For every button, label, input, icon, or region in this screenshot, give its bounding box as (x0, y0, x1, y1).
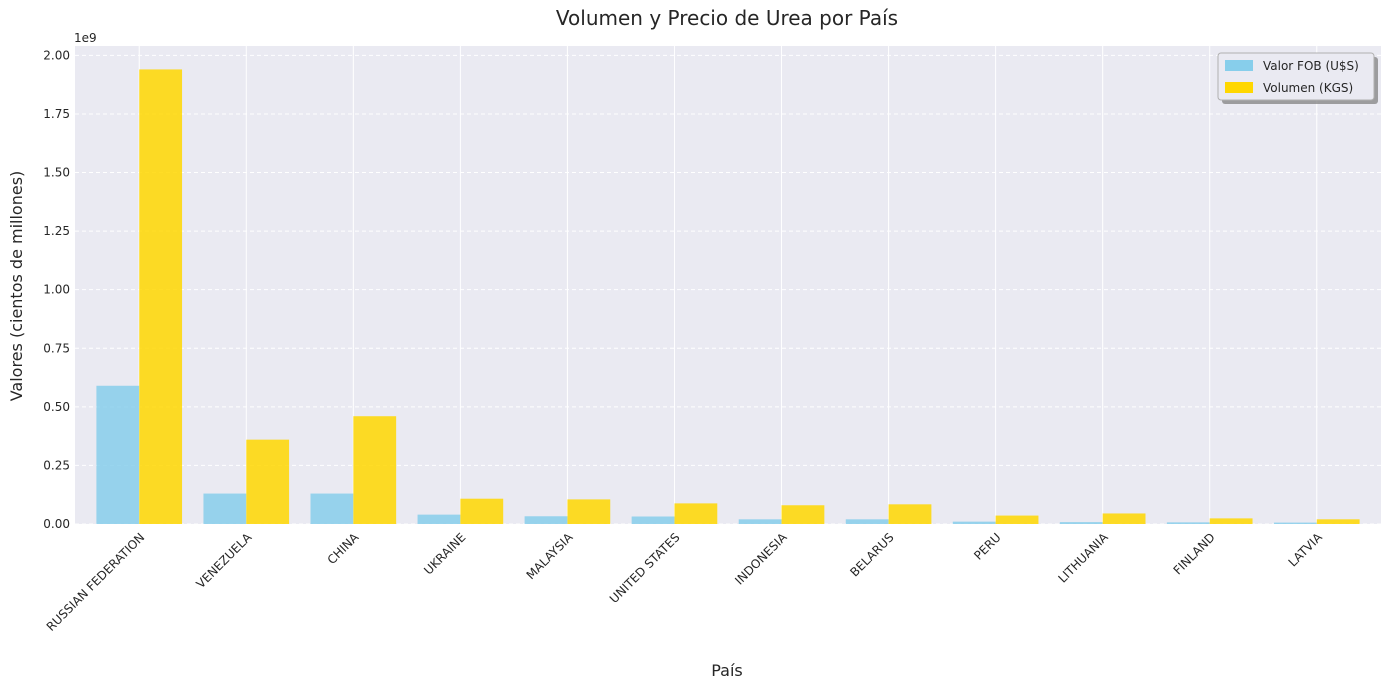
bar-fob-belarus (845, 519, 889, 524)
legend: Valor FOB (U$S) Volumen (KGS) (1217, 52, 1378, 104)
bar-fob-peru (952, 521, 996, 524)
bar-volumen-china (353, 416, 397, 524)
x-tick-label: LITHUANIA (1055, 530, 1111, 586)
bar-volumen-malaysia (567, 499, 611, 524)
x-tick-label: RUSSIAN FEDERATION (44, 530, 148, 634)
x-tick-label: FINLAND (1171, 530, 1218, 577)
bar-volumen-belarus (888, 504, 932, 524)
bar-volumen-united-states (674, 503, 718, 524)
chart-title: Volumen y Precio de Urea por País (556, 6, 898, 30)
bar-fob-indonesia (738, 519, 782, 524)
y-tick-label: 1.25 (43, 224, 70, 238)
y-tick-label: 0.75 (43, 341, 70, 355)
bar-volumen-venezuela (246, 439, 290, 524)
bar-volumen-peru (995, 515, 1039, 524)
bar-fob-malaysia (524, 516, 568, 524)
x-tick-label: CHINA (325, 530, 362, 567)
y-tick-label: 0.50 (43, 400, 70, 414)
y-axis-label: Valores (cientos de millones) (7, 171, 26, 402)
x-tick-label: LATVIA (1286, 530, 1326, 570)
x-tick-label: INDONESIA (732, 530, 790, 588)
legend-swatch-fob (1225, 60, 1253, 71)
bar-volumen-ukraine (460, 498, 504, 524)
y-tick-label: 1.00 (43, 283, 70, 297)
bar-fob-russian-federation (96, 385, 140, 524)
legend-swatch-volumen (1225, 82, 1253, 93)
y-axis-ticks: 0.00 0.25 0.50 0.75 1.00 1.25 1.50 1.75 2.00 (43, 48, 70, 531)
bar-volumen-finland (1209, 518, 1253, 524)
y-tick-label: 1.50 (43, 166, 70, 180)
x-tick-label: MALAYSIA (524, 530, 577, 583)
legend-box (1217, 52, 1375, 101)
bar-fob-finland (1166, 522, 1210, 524)
bar-fob-china (310, 493, 354, 524)
legend-label-fob: Valor FOB (U$S) (1263, 59, 1359, 73)
bar-volumen-russian-federation (139, 69, 183, 525)
bar-volumen-indonesia (781, 505, 825, 524)
x-tick-label: BELARUS (847, 530, 896, 579)
x-axis-ticks: RUSSIAN FEDERATION VENEZUELA CHINA UKRAINE M… (44, 530, 1326, 634)
x-tick-label: PERU (971, 530, 1003, 562)
bar-fob-united-states (631, 516, 675, 524)
x-tick-label: VENEZUELA (194, 530, 255, 591)
x-axis-label: País (711, 661, 743, 680)
x-tick-label: UNITED STATES (607, 530, 683, 606)
bar-fob-venezuela (203, 493, 247, 524)
bar-fob-ukraine (417, 514, 461, 524)
x-tick-label: UKRAINE (421, 530, 468, 577)
y-tick-label: 0.00 (43, 517, 70, 531)
bar-volumen-lithuania (1102, 513, 1146, 524)
bar-volumen-latvia (1316, 519, 1360, 524)
y-tick-label: 2.00 (43, 48, 70, 62)
y-tick-label: 0.25 (43, 458, 70, 472)
plot-area (75, 46, 1381, 524)
bars (96, 69, 1360, 525)
legend-label-volumen: Volumen (KGS) (1263, 81, 1353, 95)
y-offset-text: 1e9 (74, 31, 97, 45)
bar-fob-lithuania (1059, 522, 1103, 524)
bar-fob-latvia (1273, 522, 1317, 524)
y-tick-label: 1.75 (43, 107, 70, 121)
